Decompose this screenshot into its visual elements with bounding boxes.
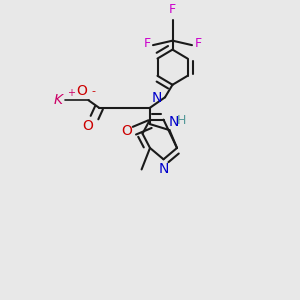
Text: +: + — [67, 88, 75, 98]
Text: O: O — [76, 85, 87, 98]
Text: O: O — [121, 124, 132, 138]
Text: -: - — [92, 86, 95, 96]
Text: F: F — [169, 3, 176, 16]
Text: N: N — [169, 115, 179, 129]
Text: F: F — [143, 38, 151, 50]
Text: F: F — [194, 38, 202, 50]
Text: H: H — [177, 114, 186, 127]
Text: N: N — [152, 91, 162, 105]
Text: N: N — [158, 162, 169, 176]
Text: K: K — [54, 93, 63, 107]
Text: O: O — [82, 119, 93, 133]
